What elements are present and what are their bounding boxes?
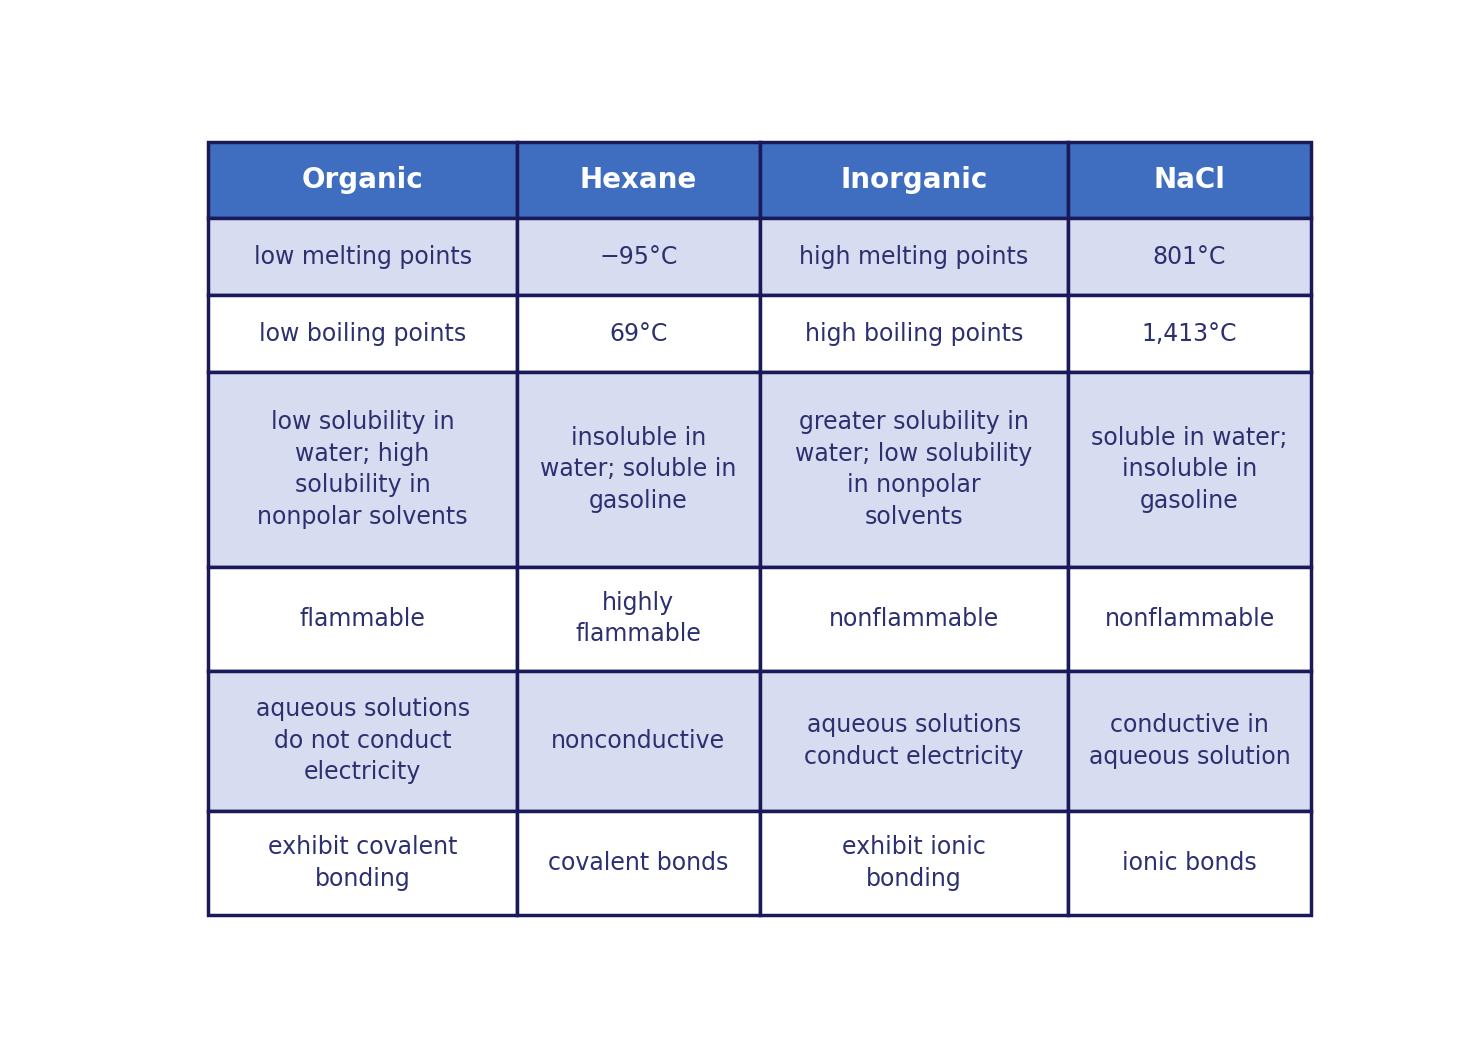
Text: 1,413°C: 1,413°C <box>1141 322 1237 346</box>
Bar <box>1069 372 1310 567</box>
Text: greater solubility in
water; low solubility
in nonpolar
solvents: greater solubility in water; low solubil… <box>796 410 1033 529</box>
Text: aqueous solutions
conduct electricity: aqueous solutions conduct electricity <box>805 713 1024 769</box>
Text: low boiling points: low boiling points <box>259 322 467 346</box>
Bar <box>207 372 517 567</box>
Bar <box>207 811 517 915</box>
Bar <box>759 141 1069 219</box>
Text: nonflammable: nonflammable <box>1104 607 1275 631</box>
Text: soluble in water;
insoluble in
gasoline: soluble in water; insoluble in gasoline <box>1091 426 1288 513</box>
Text: Hexane: Hexane <box>579 166 697 195</box>
Text: highly
flammable: highly flammable <box>575 591 701 646</box>
Text: flammable: flammable <box>299 607 425 631</box>
Bar <box>759 670 1069 811</box>
Bar <box>517 219 760 295</box>
Text: nonconductive: nonconductive <box>551 729 725 753</box>
Text: insoluble in
water; soluble in
gasoline: insoluble in water; soluble in gasoline <box>539 426 737 513</box>
Text: Inorganic: Inorganic <box>840 166 987 195</box>
Bar <box>1069 567 1310 670</box>
Text: NaCl: NaCl <box>1153 166 1226 195</box>
Text: covalent bonds: covalent bonds <box>548 850 729 874</box>
Text: nonflammable: nonflammable <box>828 607 999 631</box>
Bar <box>759 567 1069 670</box>
Text: low melting points: low melting points <box>253 245 471 269</box>
Bar <box>1069 219 1310 295</box>
Text: aqueous solutions
do not conduct
electricity: aqueous solutions do not conduct electri… <box>255 697 470 784</box>
Text: 801°C: 801°C <box>1153 245 1226 269</box>
Bar <box>1069 670 1310 811</box>
Bar <box>1069 295 1310 372</box>
Text: exhibit covalent
bonding: exhibit covalent bonding <box>268 835 458 890</box>
Bar <box>1069 141 1310 219</box>
Bar <box>517 811 760 915</box>
Text: ionic bonds: ionic bonds <box>1122 850 1257 874</box>
Bar <box>1069 811 1310 915</box>
Text: low solubility in
water; high
solubility in
nonpolar solvents: low solubility in water; high solubility… <box>258 410 468 529</box>
Bar <box>517 567 760 670</box>
Text: high melting points: high melting points <box>799 245 1029 269</box>
Bar <box>517 372 760 567</box>
Bar <box>759 811 1069 915</box>
Bar <box>207 219 517 295</box>
Bar <box>759 372 1069 567</box>
Bar <box>759 219 1069 295</box>
Bar <box>759 295 1069 372</box>
Bar <box>207 670 517 811</box>
Bar <box>207 295 517 372</box>
Text: −95°C: −95°C <box>599 245 677 269</box>
Text: exhibit ionic
bonding: exhibit ionic bonding <box>842 835 986 890</box>
Bar <box>517 141 760 219</box>
Bar <box>207 141 517 219</box>
Text: 69°C: 69°C <box>609 322 667 346</box>
Bar <box>517 295 760 372</box>
Bar <box>207 567 517 670</box>
Text: high boiling points: high boiling points <box>805 322 1023 346</box>
Bar <box>517 670 760 811</box>
Text: conductive in
aqueous solution: conductive in aqueous solution <box>1089 713 1291 769</box>
Text: Organic: Organic <box>302 166 424 195</box>
